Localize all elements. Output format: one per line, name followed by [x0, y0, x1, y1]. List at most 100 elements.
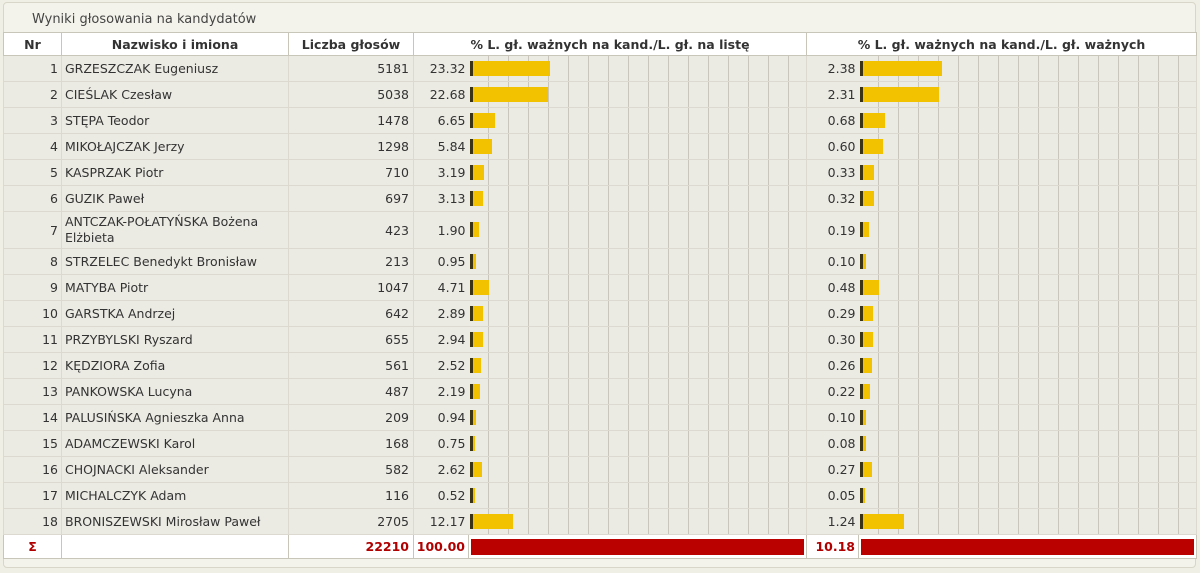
candidate-pct-valid: 1.24: [806, 508, 859, 535]
header-pct-valid: % L. gł. ważnych na kand./L. gł. ważnych: [806, 32, 1197, 56]
bar-list: [469, 357, 481, 373]
candidate-votes: 487: [288, 378, 414, 405]
candidate-pct-valid: 0.19: [806, 211, 859, 249]
candidate-bar-list-cell: [468, 274, 807, 301]
candidate-row: 8 STRZELEC Benedykt Bronisław 213 0.95 0.10: [3, 248, 1197, 275]
candidate-bar-valid-cell: [858, 482, 1197, 509]
candidate-bar-valid-cell: [858, 81, 1197, 108]
candidate-votes: 642: [288, 300, 414, 327]
candidate-name: PANKOWSKA Lucyna: [61, 378, 289, 405]
candidate-bar-valid-cell: [858, 326, 1197, 353]
candidate-row: 2 CIEŚLAK Czesław 5038 22.68 2.31: [3, 81, 1197, 108]
candidate-pct-list: 0.94: [413, 404, 469, 431]
results-table: Nr Nazwisko i imiona Liczba głosów % L. …: [3, 32, 1197, 559]
candidate-bar-list-cell: [468, 133, 807, 160]
candidate-nr: 17: [3, 482, 62, 509]
candidate-pct-valid: 0.29: [806, 300, 859, 327]
candidate-pct-list: 3.19: [413, 159, 469, 186]
candidate-pct-list: 12.17: [413, 508, 469, 535]
candidate-name: KASPRZAK Piotr: [61, 159, 289, 186]
candidate-name: GRZESZCZAK Eugeniusz: [61, 55, 289, 82]
candidate-nr: 14: [3, 404, 62, 431]
candidate-bar-valid-cell: [858, 456, 1197, 483]
candidate-pct-valid: 2.38: [806, 55, 859, 82]
bar-list: [469, 60, 550, 76]
bar-valid: [859, 253, 866, 269]
candidate-bar-valid-cell: [858, 159, 1197, 186]
candidate-nr: 9: [3, 274, 62, 301]
candidate-votes: 561: [288, 352, 414, 379]
candidate-bar-list-cell: [468, 456, 807, 483]
candidate-bar-list-cell: [468, 81, 807, 108]
candidate-bar-list-cell: [468, 248, 807, 275]
bar-list: [469, 331, 483, 347]
candidate-pct-valid: 0.05: [806, 482, 859, 509]
candidate-bar-list-cell: [468, 378, 807, 405]
candidate-row: 7 ANTCZAK-POŁATYŃSKA Bożena Elżbieta 423 1.…: [3, 211, 1197, 249]
candidate-pct-list: 22.68: [413, 81, 469, 108]
candidate-bar-valid-cell: [858, 430, 1197, 457]
candidate-bar-list-cell: [468, 482, 807, 509]
candidate-nr: 10: [3, 300, 62, 327]
panel-title: Wyniki głosowania na kandydatów: [32, 12, 257, 27]
bar-list: [469, 487, 475, 503]
candidate-nr: 13: [3, 378, 62, 405]
candidate-votes: 168: [288, 430, 414, 457]
total-bar-list: [471, 538, 804, 555]
candidate-bar-valid-cell: [858, 185, 1197, 212]
bar-valid: [859, 383, 870, 399]
candidate-pct-valid: 0.22: [806, 378, 859, 405]
candidate-nr: 12: [3, 352, 62, 379]
candidate-bar-list-cell: [468, 107, 807, 134]
candidate-bar-valid-cell: [858, 352, 1197, 379]
candidate-pct-list: 3.13: [413, 185, 469, 212]
candidate-row: 1 GRZESZCZAK Eugeniusz 5181 23.32 2.38: [3, 55, 1197, 82]
header-row: Nr Nazwisko i imiona Liczba głosów % L. …: [3, 32, 1197, 56]
bar-list: [469, 305, 483, 321]
candidate-pct-list: 2.94: [413, 326, 469, 353]
candidate-row: 16 CHOJNACKI Aleksander 582 2.62 0.27: [3, 456, 1197, 483]
candidate-pct-list: 23.32: [413, 55, 469, 82]
candidate-nr: 16: [3, 456, 62, 483]
candidate-nr: 3: [3, 107, 62, 134]
candidate-bar-list-cell: [468, 404, 807, 431]
candidate-bar-valid-cell: [858, 211, 1197, 249]
candidate-votes: 1478: [288, 107, 414, 134]
header-nr: Nr: [3, 32, 62, 56]
bar-list: [469, 190, 483, 206]
header-pct-list: % L. gł. ważnych na kand./L. gł. na list…: [413, 32, 807, 56]
candidate-name: MIKOŁAJCZAK Jerzy: [61, 133, 289, 160]
candidate-pct-valid: 0.30: [806, 326, 859, 353]
candidate-pct-list: 4.71: [413, 274, 469, 301]
total-bar-list-cell: [468, 534, 807, 559]
header-votes: Liczba głosów: [288, 32, 414, 56]
candidate-votes: 5181: [288, 55, 414, 82]
total-sigma: Σ: [3, 534, 62, 559]
candidate-name: MATYBA Piotr: [61, 274, 289, 301]
candidate-pct-list: 2.52: [413, 352, 469, 379]
candidate-bar-list-cell: [468, 300, 807, 327]
bar-valid: [859, 357, 872, 373]
candidate-bar-valid-cell: [858, 404, 1197, 431]
bar-list: [469, 409, 476, 425]
candidate-votes: 582: [288, 456, 414, 483]
candidate-pct-valid: 0.68: [806, 107, 859, 134]
candidate-nr: 6: [3, 185, 62, 212]
candidate-name: ANTCZAK-POŁATYŃSKA Bożena Elżbieta: [61, 211, 289, 249]
bar-list: [469, 383, 480, 399]
candidate-bar-list-cell: [468, 211, 807, 249]
candidate-pct-list: 0.75: [413, 430, 469, 457]
candidate-nr: 4: [3, 133, 62, 160]
candidate-bar-valid-cell: [858, 378, 1197, 405]
candidate-pct-valid: 0.10: [806, 404, 859, 431]
candidate-pct-list: 6.65: [413, 107, 469, 134]
candidate-votes: 2705: [288, 508, 414, 535]
candidate-bar-valid-cell: [858, 248, 1197, 275]
candidate-bar-list-cell: [468, 352, 807, 379]
bar-valid: [859, 112, 885, 128]
candidate-votes: 116: [288, 482, 414, 509]
bar-valid: [859, 279, 879, 295]
total-votes: 22210: [288, 534, 414, 559]
bar-valid: [859, 164, 874, 180]
candidate-row: 10 GARSTKA Andrzej 642 2.89 0.29: [3, 300, 1197, 327]
